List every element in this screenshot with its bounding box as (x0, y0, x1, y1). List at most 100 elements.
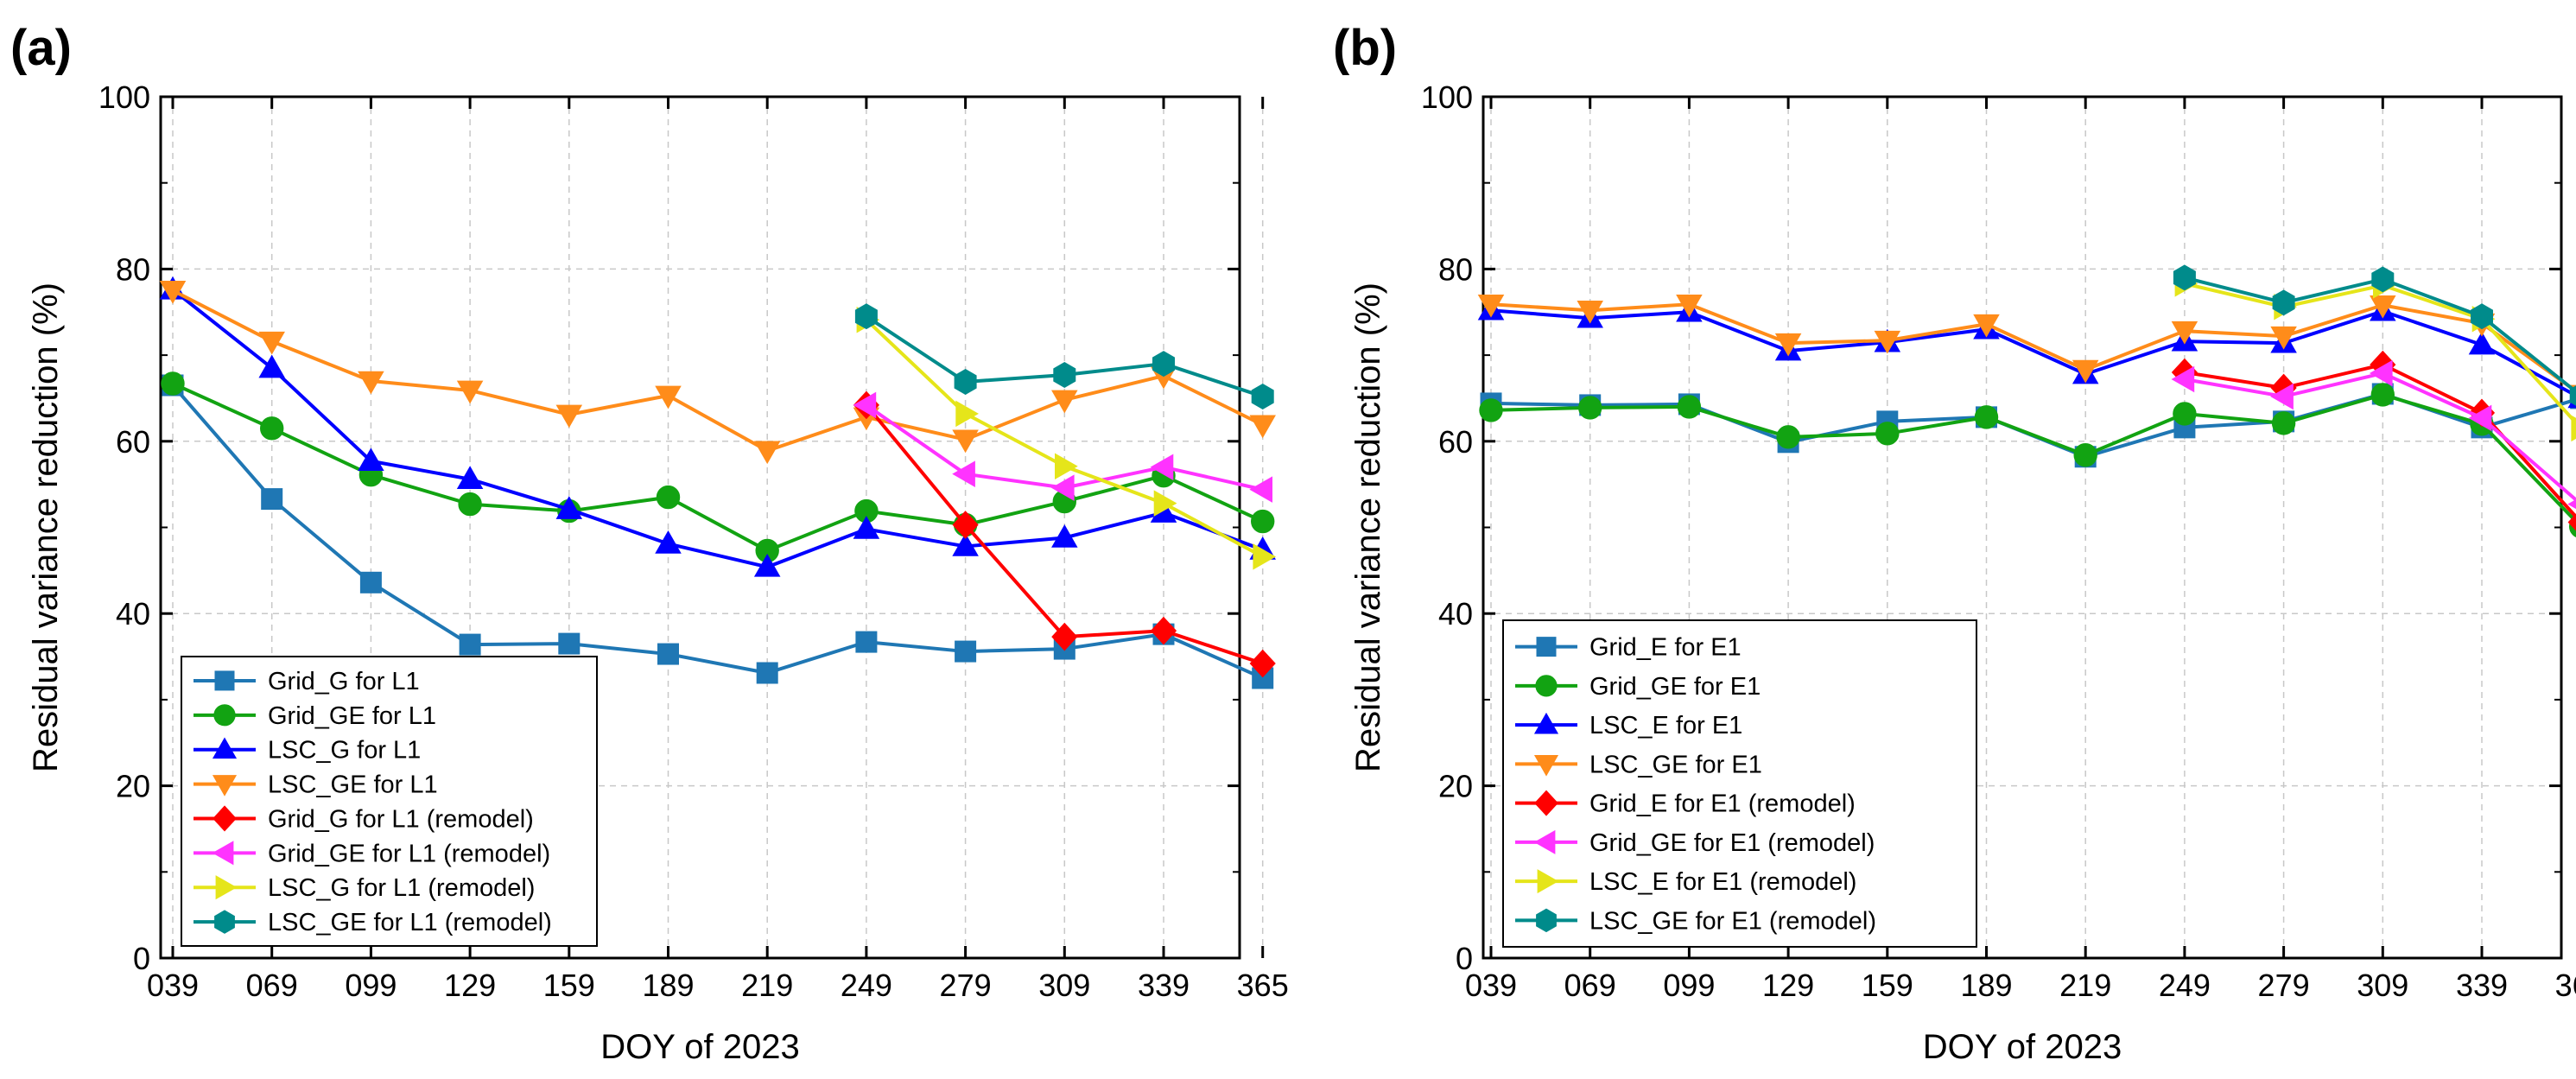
legend-marker (1533, 712, 1559, 734)
series-line (172, 382, 1264, 553)
legend-box (1502, 619, 1977, 948)
data-point (955, 640, 977, 663)
data-point (855, 631, 878, 653)
data-point (2171, 365, 2195, 393)
x-tick-label: 099 (1663, 968, 1715, 1003)
legend-item: LSC_E for E1 (remodel) (1515, 868, 1856, 896)
legend-marker (1536, 908, 1557, 933)
x-tick-label: 069 (1564, 968, 1616, 1003)
data-point (2072, 359, 2099, 384)
data-point (555, 404, 583, 428)
y-tick-label: 80 (1438, 251, 1473, 287)
x-tick-label: 219 (741, 968, 793, 1003)
data-point (952, 429, 979, 454)
series-line (171, 384, 1264, 680)
legend-item: Grid_GE for E1 (remodel) (1515, 829, 1875, 857)
x-tick-label: 069 (246, 968, 298, 1003)
x-tick-label: 339 (2456, 968, 2508, 1003)
legend-label: Grid_G for L1 (268, 668, 420, 695)
x-tick-label: 039 (147, 968, 199, 1003)
legend-label: Grid_E for E1 (remodel) (1589, 790, 1856, 818)
data-point (2370, 295, 2396, 319)
data-point (555, 496, 583, 519)
legend-label: LSC_E for E1 (1589, 712, 1742, 739)
data-point (655, 530, 682, 554)
data-point (1577, 300, 1603, 324)
data-point (1251, 509, 1275, 534)
series-2 (161, 371, 1275, 563)
series-5 (2171, 350, 2576, 531)
data-point (952, 533, 979, 556)
data-point (2468, 331, 2496, 355)
data-point (1249, 415, 1276, 439)
data-point (853, 391, 877, 419)
x-tick-label: 129 (444, 968, 496, 1003)
legend-item: LSC_GE for E1 (remodel) (1515, 907, 1876, 935)
legend-marker (1537, 869, 1559, 894)
data-point (2270, 326, 2297, 350)
data-point (1776, 425, 1800, 449)
legend-marker (213, 805, 237, 832)
series-line (171, 288, 1264, 569)
x-tick-label: 159 (543, 968, 595, 1003)
data-point (2371, 266, 2395, 293)
legend-item: LSC_G for L1 (remodel) (194, 874, 535, 902)
data-point (261, 488, 283, 511)
data-point (655, 385, 682, 409)
legend-marker (1533, 829, 1556, 854)
data-point (2468, 404, 2492, 432)
legend-marker (212, 841, 234, 866)
legend-label: LSC_E for E1 (remodel) (1589, 868, 1856, 896)
data-point (1578, 396, 1602, 420)
data-point (456, 466, 484, 489)
panel-a: (a) 0 20 40 60 80 100 039 069 099 129 159 189 219 249 2… (10, 20, 1289, 1066)
data-point (1874, 330, 1901, 354)
data-point (2173, 264, 2196, 291)
y-tick-label: 60 (116, 424, 150, 460)
data-point (2471, 303, 2493, 330)
legend-item: LSC_G for L1 (194, 737, 421, 765)
y-tick-label: 80 (116, 251, 150, 287)
series-line (1490, 392, 2576, 524)
data-point (1055, 453, 1078, 479)
legend-marker (215, 875, 238, 900)
legend-marker (212, 775, 238, 797)
legend-marker (212, 737, 238, 759)
data-point (2369, 359, 2393, 387)
legend-item: Grid_E for E1 (1515, 634, 1742, 662)
data-point (1253, 543, 1277, 570)
data-point (359, 571, 382, 593)
legend-item: Grid_G for L1 (remodel) (194, 805, 534, 833)
legend-label: Grid_GE for E1 (remodel) (1589, 829, 1875, 857)
legend-item: Grid_E for E1 (remodel) (1515, 790, 1856, 818)
legend-item: Grid_G for L1 (194, 668, 420, 695)
x-tick-label: 159 (1862, 968, 1913, 1003)
legend-item: LSC_GE for E1 (1515, 751, 1762, 778)
data-point (1249, 649, 1276, 678)
x-tick-label: 309 (1038, 968, 1090, 1003)
data-point (260, 416, 284, 441)
data-point (954, 369, 977, 395)
panel-b: (b) 0 20 40 60 80 100 039 069 099 129 159 189 219 249 2… (1333, 20, 2576, 1066)
x-tick-label: 249 (2159, 968, 2211, 1003)
data-point (854, 303, 878, 330)
data-point (1051, 622, 1078, 651)
legend-label: Grid_G for L1 (remodel) (268, 805, 534, 833)
x-tick-label: 039 (1465, 968, 1517, 1003)
data-point (2569, 385, 2576, 406)
x-axis-title: DOY of 2023 (1923, 1028, 2122, 1066)
data-point (1150, 616, 1177, 645)
data-point (458, 492, 482, 517)
data-point (756, 662, 778, 684)
series-4 (1477, 294, 2576, 400)
data-point (358, 447, 384, 472)
legend: Grid_G for L1 Grid_GE for L1 LSC_G for L1 L… (181, 656, 598, 947)
legend-label: LSC_GE for E1 (1589, 751, 1762, 778)
legend-label: Grid_GE for L1 (268, 702, 436, 730)
data-point (161, 371, 185, 396)
data-point (2270, 383, 2294, 410)
series-line (1490, 308, 2576, 398)
panel-label: (a) (10, 20, 72, 76)
legend: Grid_E for E1 Grid_GE for E1 LSC_E for E1 L… (1502, 619, 1977, 948)
